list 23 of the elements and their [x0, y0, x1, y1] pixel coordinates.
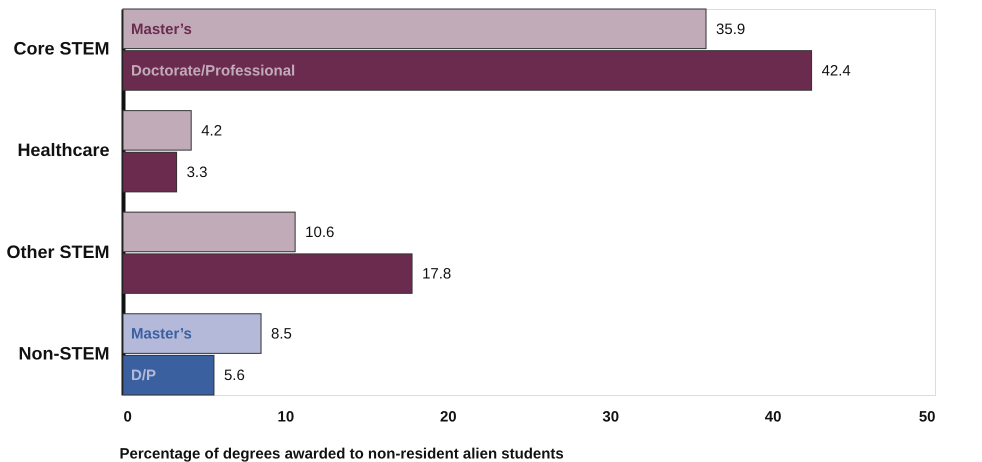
- data-label: 3.3: [186, 164, 208, 182]
- y-tick-label: Non-STEM: [18, 343, 110, 364]
- data-label: 4.2: [201, 122, 222, 140]
- y-tick-label: Core STEM: [13, 38, 110, 59]
- data-label: 5.6: [224, 367, 245, 384]
- annotation: D/P: [131, 367, 156, 384]
- series-label: Doctorate/Professional: [131, 62, 296, 80]
- x-tick-label: 40: [764, 408, 782, 426]
- series-label: Master’s: [131, 20, 192, 38]
- x-tick-label: 10: [278, 408, 294, 426]
- data-label: 35.9: [716, 20, 746, 38]
- x-tick-label: 50: [918, 408, 936, 426]
- x-axis-title: Percentage of degrees awarded to non-resident alien students: [120, 446, 564, 462]
- x-tick-label: 20: [440, 408, 457, 426]
- x-tick-label: 30: [602, 408, 620, 426]
- x-tick-label: 0: [124, 408, 132, 426]
- y-tick-label: Healthcare: [17, 140, 110, 160]
- data-label: 8.5: [271, 326, 292, 343]
- data-label: 10.6: [305, 224, 334, 241]
- data-label: 42.4: [822, 62, 851, 80]
- data-label: 17.8: [422, 266, 452, 283]
- y-tick-label: Other STEM: [6, 242, 110, 262]
- annotation: Master’s: [131, 326, 192, 343]
